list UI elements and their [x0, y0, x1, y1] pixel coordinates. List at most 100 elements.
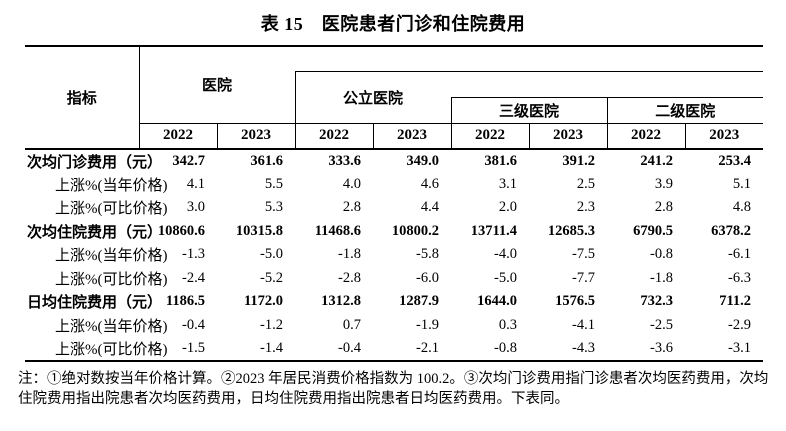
header-spacer: [295, 45, 764, 71]
row-label: 上涨%(可比价格): [55, 201, 168, 218]
value-cell: 11468.6: [314, 222, 362, 239]
value-cell: 0.7: [342, 316, 362, 333]
value-cell: -5.0: [494, 269, 518, 286]
value-cell: 4.1: [186, 175, 205, 192]
value-cell: 3.9: [654, 175, 674, 192]
year-header: 2023: [216, 122, 296, 150]
value-cell: -0.4: [295, 337, 374, 362]
table-row: 上涨%(可比价格) 3.0 5.3 2.8 4.4 2.0 2.3 2.8 4.…: [25, 196, 763, 220]
value-cell: 342.7: [172, 152, 205, 169]
value-cell: 4.8: [732, 199, 752, 216]
value-cell: 13711.4: [470, 222, 518, 239]
value-cell: 1644.0: [477, 293, 518, 310]
value-cell: -1.8: [338, 246, 362, 263]
row-label: 日均住院费用（元）: [27, 295, 163, 312]
value-cell: -2.9: [728, 316, 752, 333]
table-row: 次均住院费用（元） 10860.6 10315.8 11468.6 10800.…: [25, 220, 763, 244]
value-cell: -5.2: [260, 269, 284, 286]
value-cell: 349.0: [406, 152, 440, 169]
value-cell: -5.0: [260, 246, 284, 263]
value-cell: -1.4: [217, 337, 296, 362]
header-spacer: [451, 70, 764, 97]
value-cell: 10315.8: [235, 222, 284, 239]
value-cell: -1.3: [182, 246, 205, 263]
table-row: 上涨%(当年价格) 4.1 5.5 4.0 4.6 3.1 2.5 3.9 5.…: [25, 173, 763, 197]
value-cell: 711.2: [719, 293, 752, 310]
row-label: 次均门诊费用（元）: [27, 154, 163, 171]
value-cell: -4.3: [529, 337, 608, 362]
value-cell: 2.5: [576, 175, 596, 192]
value-cell: -4.0: [494, 246, 518, 263]
value-cell: -2.4: [182, 269, 205, 286]
value-cell: -7.7: [572, 269, 596, 286]
value-cell: 1287.9: [399, 293, 440, 310]
value-cell: 12685.3: [547, 222, 596, 239]
value-cell: 1172.0: [243, 293, 284, 310]
value-cell: 241.2: [640, 152, 674, 169]
value-cell: 6790.5: [633, 222, 674, 239]
value-cell: 1186.5: [165, 293, 205, 310]
value-cell: -4.1: [572, 316, 596, 333]
year-header: 2022: [138, 122, 217, 150]
value-cell: 1312.8: [321, 293, 362, 310]
hospital-expenses-table: 指标 医院 公立医院 三级医院 二级医院 2022 2023 2022 2023…: [25, 45, 764, 362]
value-cell: -1.5: [139, 337, 217, 362]
value-cell: 391.2: [562, 152, 596, 169]
value-cell: -2.5: [650, 316, 674, 333]
value-cell: -1.8: [650, 269, 674, 286]
value-cell: 732.3: [640, 293, 674, 310]
year-header: 2023: [528, 122, 608, 150]
value-cell: 333.6: [328, 152, 362, 169]
row-label: 上涨%(当年价格): [55, 318, 168, 335]
value-cell: -3.1: [685, 337, 764, 362]
value-cell: -6.0: [416, 269, 440, 286]
value-cell: -5.8: [416, 246, 440, 263]
value-cell: 3.1: [498, 175, 518, 192]
column-group-secondary-hospital: 二级医院: [606, 96, 764, 123]
value-cell: -0.8: [650, 246, 674, 263]
value-cell: 0.3: [498, 316, 518, 333]
value-cell: 361.6: [250, 152, 284, 169]
value-cell: -2.1: [373, 337, 452, 362]
value-cell: 10800.2: [391, 222, 440, 239]
value-cell: 2.8: [342, 199, 362, 216]
column-group-tertiary-hospital: 三级医院: [450, 96, 608, 123]
value-cell: -3.6: [607, 337, 686, 362]
row-label: 次均住院费用（元）: [27, 224, 163, 241]
value-cell: -6.1: [728, 246, 752, 263]
value-cell: 2.3: [576, 199, 596, 216]
value-cell: 4.6: [420, 175, 440, 192]
table-row: 上涨%(当年价格) -1.3 -5.0 -1.8 -5.8 -4.0 -7.5 …: [25, 243, 763, 267]
value-cell: 10860.6: [157, 222, 205, 239]
value-cell: 253.4: [718, 152, 752, 169]
table-body: 次均门诊费用（元） 342.7 361.6 333.6 349.0 381.6 …: [25, 149, 764, 362]
column-group-public-hospital: 公立医院: [294, 70, 452, 123]
document-page: 表 15 医院患者门诊和住院费用 指标 医院 公立医院 三级医院 二级医院 20…: [0, 10, 786, 409]
year-header: 2023: [684, 122, 764, 150]
value-cell: 1576.5: [555, 293, 596, 310]
table-footnote: 注：①绝对数按当年价格计算。②2023 年居民消费价格指数为 100.2。③次均…: [18, 370, 769, 407]
value-cell: 5.3: [264, 199, 284, 216]
value-cell: 5.1: [732, 175, 752, 192]
row-label: 上涨%(当年价格): [55, 177, 168, 194]
table-row: 上涨%(当年价格) -0.4 -1.2 0.7 -1.9 0.3 -4.1 -2…: [25, 314, 763, 338]
table-row: 上涨%(可比价格) -2.4 -5.2 -2.8 -6.0 -5.0 -7.7 …: [25, 267, 763, 291]
value-cell: 5.5: [264, 175, 284, 192]
table-header: 指标 医院 公立医院 三级医院 二级医院 2022 2023 2022 2023…: [25, 45, 764, 150]
table-row: 上涨%(可比价格) -1.5 -1.4 -0.4 -2.1 -0.8 -4.3 …: [25, 337, 764, 362]
value-cell: -0.8: [451, 337, 530, 362]
table-title: 表 15 医院患者门诊和住院费用: [260, 14, 526, 34]
value-cell: -6.3: [728, 269, 752, 286]
year-header: 2022: [606, 122, 686, 150]
value-cell: 4.4: [420, 199, 440, 216]
value-cell: -7.5: [572, 246, 596, 263]
table-row: 日均住院费用（元） 1186.5 1172.0 1312.8 1287.9 16…: [25, 290, 763, 314]
row-label: 上涨%(当年价格): [55, 248, 168, 265]
row-label: 上涨%(可比价格): [25, 337, 168, 362]
year-header: 2023: [372, 122, 452, 150]
value-cell: 3.0: [186, 199, 205, 216]
value-cell: 6378.2: [711, 222, 752, 239]
value-cell: -1.9: [416, 316, 440, 333]
value-cell: 2.0: [498, 199, 518, 216]
column-group-hospital: 医院: [139, 45, 296, 123]
